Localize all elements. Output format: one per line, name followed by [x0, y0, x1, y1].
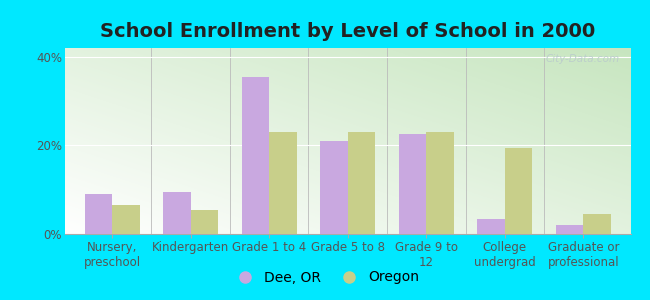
Bar — [348, 132, 375, 234]
Bar — [269, 132, 296, 234]
Bar — [163, 192, 190, 234]
Bar — [477, 218, 505, 234]
Bar — [190, 210, 218, 234]
Legend: Dee, OR, Oregon: Dee, OR, Oregon — [225, 265, 425, 290]
Bar — [584, 214, 611, 234]
Bar — [84, 194, 112, 234]
Bar — [320, 141, 348, 234]
Bar — [112, 205, 140, 234]
Bar — [556, 225, 584, 234]
Text: City-Data.com: City-Data.com — [545, 54, 619, 64]
Bar — [242, 77, 269, 234]
Title: School Enrollment by Level of School in 2000: School Enrollment by Level of School in … — [100, 22, 595, 41]
Bar — [426, 132, 454, 234]
Bar — [399, 134, 426, 234]
Bar — [505, 148, 532, 234]
